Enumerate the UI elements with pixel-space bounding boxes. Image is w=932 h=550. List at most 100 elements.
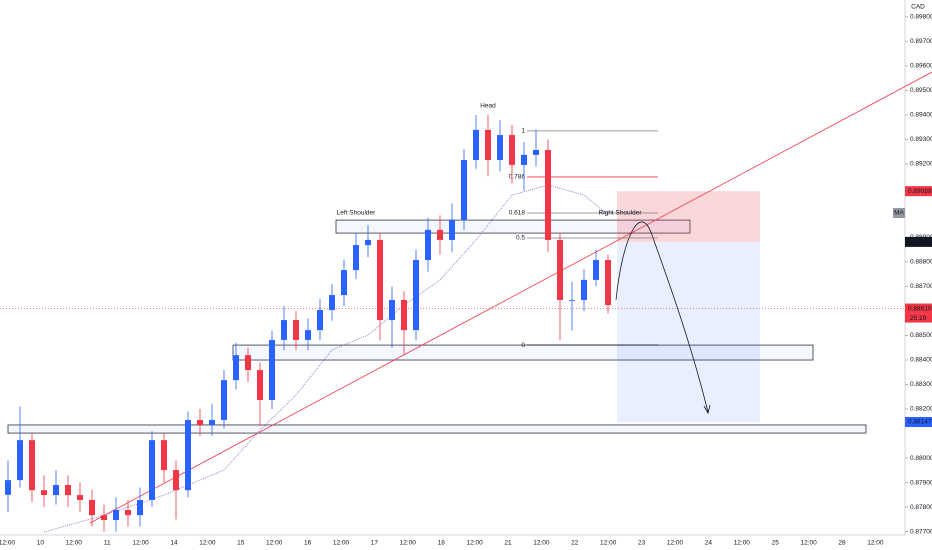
x-tick-label: 12:00: [734, 540, 751, 547]
y-tick-label: 0.88800: [910, 259, 932, 266]
candle-body: [221, 380, 227, 421]
candle-body: [17, 440, 23, 481]
x-tick-label: 24: [705, 540, 713, 547]
fib-label: 0.786: [509, 174, 526, 181]
y-tick-label: 0.88400: [910, 357, 932, 364]
x-tick-label: 12:00: [600, 540, 617, 547]
candle-body: [569, 299, 575, 301]
y-tick-label: 0.87900: [910, 479, 932, 486]
ma-tag-bg: [893, 208, 905, 218]
candle-body: [137, 499, 143, 516]
candle-body: [497, 135, 503, 161]
x-tick-label: 12:00: [800, 540, 817, 547]
candle-body: [41, 490, 47, 496]
x-tick-label: 25: [772, 540, 780, 547]
x-tick-label: 12:00: [266, 540, 283, 547]
candle-body: [101, 515, 107, 521]
x-tick-label: 28: [838, 540, 846, 547]
x-tick-label: 12:00: [867, 540, 884, 547]
candle-body: [197, 420, 203, 425]
y-tick-label: 0.88500: [910, 332, 932, 339]
target-tag-bg: [905, 417, 932, 428]
y-tick-label: 0.89800: [910, 14, 932, 21]
x-tick-label: 12:00: [533, 540, 550, 547]
candle-body: [29, 440, 35, 491]
candle-body: [173, 470, 179, 491]
candle-body: [533, 149, 539, 155]
candle-body: [113, 510, 119, 521]
x-tick-label: 18: [438, 540, 446, 547]
candle-body: [317, 310, 323, 331]
candle-body: [509, 135, 515, 165]
stop-tag: 0.89089: [908, 188, 932, 195]
x-tick-label: 11: [104, 540, 111, 547]
candle-body: [605, 260, 611, 306]
x-tick-label: 12:00: [466, 540, 483, 547]
candle-body: [305, 330, 311, 340]
countdown-bg: [905, 313, 932, 323]
x-tick-label: 14: [170, 540, 178, 547]
x-tick-label: 12:00: [667, 540, 684, 547]
candle-body: [449, 220, 455, 240]
fib-label: 0.5: [516, 235, 525, 242]
x-tick-label: 21: [504, 540, 512, 547]
candle-body: [557, 239, 563, 300]
x-tick-label: 10: [37, 540, 45, 547]
candle-body: [413, 260, 419, 331]
zone: [335, 219, 691, 234]
candle-body: [233, 355, 239, 381]
candle-body: [257, 370, 263, 400]
x-tick-label: 12:00: [66, 540, 83, 547]
candle-body: [209, 420, 215, 425]
candle-body: [401, 299, 407, 331]
x-tick-label: 12:00: [199, 540, 216, 547]
candle-body: [341, 270, 347, 296]
candle-body: [125, 510, 131, 516]
projection-curve: [615, 221, 709, 413]
x-tick-label: 17: [371, 540, 379, 547]
y-tick-label: 0.88300: [910, 381, 932, 388]
fib-label: 0.618: [509, 210, 526, 217]
ma-tag: MA: [894, 210, 904, 217]
candle-body: [521, 154, 527, 165]
candle-body: [161, 440, 167, 471]
x-tick-label: 12:00: [400, 540, 417, 547]
candle-body: [245, 355, 251, 371]
candle-body: [89, 499, 95, 516]
countdown: 25:19: [910, 315, 927, 322]
stop-tag-bg: [905, 186, 932, 197]
y-tick-label: 0.88700: [910, 283, 932, 290]
y-tick-label: 0.88200: [910, 406, 932, 413]
y-tick-label: 0.88000: [910, 455, 932, 462]
candle-body: [545, 149, 551, 240]
candle-body: [437, 229, 443, 240]
candle-body: [425, 229, 431, 261]
last-price-tag-bg: [905, 303, 932, 314]
candle-body: [77, 495, 83, 500]
x-tick-label: 15: [237, 540, 245, 547]
y-tick-label: 0.89600: [910, 63, 932, 70]
candle-body: [281, 320, 287, 340]
candle-body: [53, 485, 59, 496]
candle-body: [389, 299, 395, 321]
candle-body: [473, 129, 479, 161]
zone: [7, 424, 867, 434]
x-tick-label: 22: [571, 540, 579, 547]
candle-body: [329, 295, 335, 311]
candle-body: [377, 239, 383, 321]
y-tick-label: 0.89400: [910, 112, 932, 119]
candle-body: [365, 239, 371, 246]
x-tick-label: 12:00: [0, 540, 16, 547]
x-tick-label: 12:00: [132, 540, 149, 547]
stop-zone: [617, 191, 760, 242]
x-tick-label: 23: [638, 540, 646, 547]
candle-body: [293, 320, 299, 340]
pattern-label: Right Shoulder: [599, 210, 643, 217]
moving-average: [43, 184, 609, 533]
y-tick-label: 0.89500: [910, 87, 932, 94]
candle-body: [581, 279, 587, 300]
currency-label: CAD: [911, 4, 925, 11]
x-tick-label: 16: [304, 540, 312, 547]
